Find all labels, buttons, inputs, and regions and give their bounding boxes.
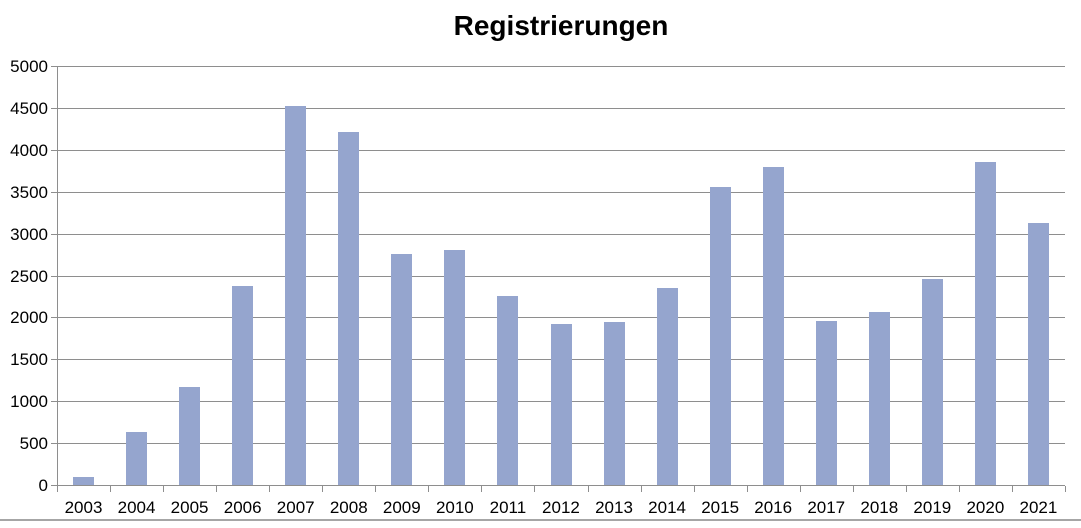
x-axis-tick: [481, 486, 483, 492]
bar-2006: [232, 286, 254, 485]
y-axis-tick: [51, 191, 57, 193]
x-axis-tick: [1065, 486, 1066, 492]
y-axis-tick-label: 0: [38, 476, 48, 495]
bar-2017: [815, 320, 837, 485]
x-axis-tick-label: 2012: [542, 498, 580, 517]
y-axis-tick-label: 1000: [10, 392, 48, 412]
bar-2008: [338, 132, 360, 485]
y-axis-tick-label: 1500: [10, 350, 48, 370]
y-axis-tick-label: 2500: [10, 266, 48, 286]
bar-2015: [709, 186, 731, 485]
x-axis-tick: [269, 486, 271, 492]
bar-2016: [762, 167, 784, 485]
y-axis-tick-label: 3000: [10, 224, 48, 244]
x-axis-tick: [746, 486, 748, 492]
gridline-2500: [57, 275, 1065, 277]
y-axis-tick-label: 2000: [10, 308, 48, 328]
x-axis-tick-label: 2009: [382, 498, 421, 517]
bar-2010: [444, 250, 466, 485]
x-axis-tick-label: 2020: [966, 498, 1005, 517]
y-axis-tick-label: 5000: [10, 57, 48, 76]
x-axis-tick: [163, 486, 165, 492]
bar-2012: [550, 324, 572, 485]
x-axis-tick-label: 2004: [117, 498, 156, 517]
bottom-border-line: [0, 519, 1081, 521]
bar-2005: [179, 386, 201, 485]
x-axis-tick: [57, 486, 58, 492]
x-axis-tick-label: 2018: [860, 498, 899, 517]
bar-2011: [497, 296, 519, 485]
gridline-4500: [57, 107, 1065, 109]
x-axis-tick: [375, 486, 377, 492]
y-axis-tick-label: 4500: [10, 98, 48, 118]
x-axis-tick-label: 2019: [913, 498, 952, 517]
x-axis-tick-label: 2016: [754, 498, 793, 517]
gridline-2000: [57, 317, 1065, 319]
y-axis-tick: [51, 149, 57, 151]
x-axis-tick-label: 2005: [170, 498, 209, 517]
y-axis-tick: [51, 233, 57, 235]
x-axis-tick: [852, 486, 854, 492]
x-axis-tick: [1011, 486, 1013, 492]
bar-2007: [285, 106, 307, 485]
x-axis-tick: [958, 486, 960, 492]
x-axis-tick-label: 2008: [329, 498, 368, 517]
x-axis-tick-label: 2006: [223, 498, 262, 517]
x-axis-tick-label: 2010: [435, 498, 474, 517]
x-axis-tick: [640, 486, 642, 492]
chart-title: Registrierungen: [453, 10, 669, 41]
y-axis-tick-label: 500: [19, 434, 48, 454]
y-axis-tick: [51, 401, 57, 403]
x-axis-tick: [428, 486, 430, 492]
x-axis-tick-label: 2007: [276, 498, 315, 517]
x-axis-tick: [110, 486, 112, 492]
y-axis-tick-label: 4000: [10, 140, 48, 160]
x-axis-tick: [693, 486, 695, 492]
gridline-4000: [57, 149, 1065, 151]
y-axis-tick: [51, 317, 57, 319]
x-axis-tick: [799, 486, 801, 492]
y-axis-line: [57, 66, 58, 491]
x-axis-tick-label: 2021: [1019, 498, 1058, 517]
bar-2020: [974, 161, 996, 485]
gridline-5000: [57, 66, 1065, 67]
bar-2021: [1027, 222, 1049, 485]
x-axis-tick-label: 2014: [648, 498, 686, 517]
bar-2018: [868, 312, 890, 485]
x-axis-tick-label: 2011: [489, 498, 527, 517]
bar-2014: [656, 288, 678, 485]
x-axis-tick-label: 2015: [701, 498, 740, 517]
bar-2019: [921, 278, 943, 485]
x-axis-tick-label: 2017: [807, 498, 846, 517]
bar-2009: [391, 253, 413, 485]
x-axis-tick: [905, 486, 907, 492]
plot-area: [57, 66, 1065, 485]
y-axis-tick-label: 3500: [10, 182, 48, 202]
x-axis-tick: [587, 486, 589, 492]
y-axis-tick: [51, 485, 57, 486]
bar-2003: [73, 476, 95, 485]
bar-2013: [603, 322, 625, 485]
x-axis-tick: [322, 486, 324, 492]
x-axis-tick: [216, 486, 218, 492]
x-axis-tick-label: 2003: [64, 498, 103, 517]
x-axis-line: [51, 485, 1065, 486]
gridline-3000: [57, 233, 1065, 235]
x-axis-tick-label: 2013: [595, 498, 633, 517]
y-axis-tick: [51, 66, 57, 67]
y-axis-tick: [51, 359, 57, 361]
gridline-3500: [57, 191, 1065, 193]
y-axis-tick: [51, 443, 57, 445]
bar-2004: [126, 432, 148, 485]
y-axis-tick: [51, 107, 57, 109]
y-axis-tick: [51, 275, 57, 277]
x-axis-tick: [534, 486, 536, 492]
